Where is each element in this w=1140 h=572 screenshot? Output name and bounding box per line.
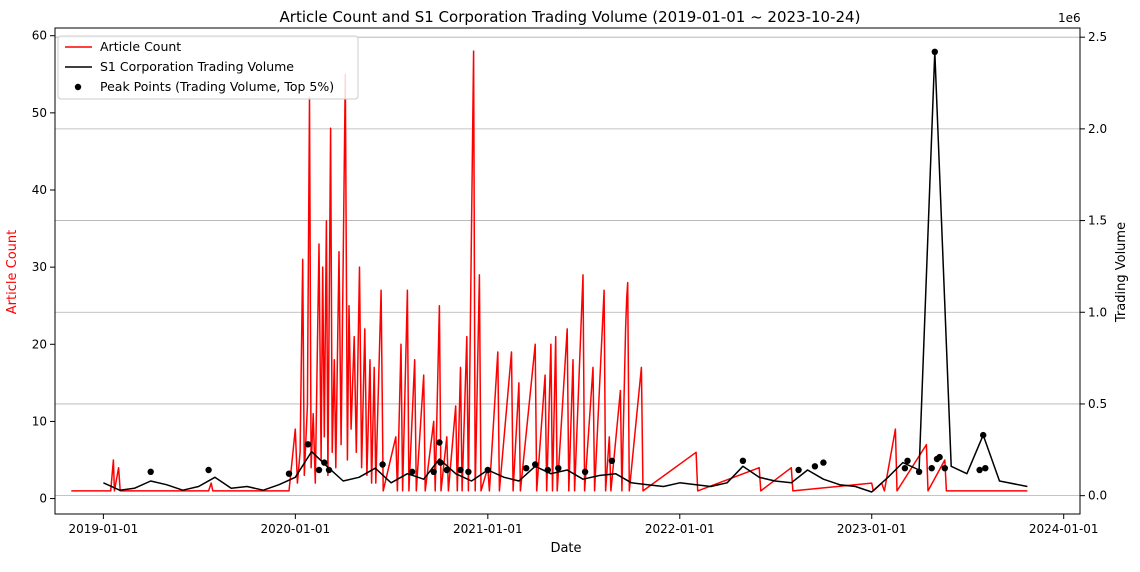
x-tick-label-1: 2020-01-01	[260, 522, 330, 536]
legend-label-volume: S1 Corporation Trading Volume	[100, 59, 294, 74]
peak-point-6	[325, 466, 333, 474]
peak-point-29	[928, 465, 935, 472]
left-tick-label-6: 60	[32, 29, 47, 43]
peak-point-27	[904, 457, 911, 464]
plot-frame	[54, 27, 1081, 515]
x-axis-label: Date	[550, 541, 581, 556]
peak-point-15	[484, 466, 491, 474]
left-tick-label-0: 0	[39, 492, 47, 506]
peak-point-4	[315, 466, 323, 474]
x-tick-label-4: 2023-01-01	[837, 522, 907, 536]
legend-swatch-peaks	[74, 83, 82, 91]
peak-point-22	[739, 457, 747, 464]
peak-point-18	[544, 466, 551, 474]
peak-point-8	[408, 468, 416, 475]
x-tick-label-3: 2022-01-01	[645, 522, 715, 536]
peak-point-25	[820, 459, 827, 466]
axes-layer: 2019-01-01 2020-01-01 2021-01-01 2022-01-01…	[32, 27, 1107, 536]
x-tick-label-5: 2024-01-01	[1029, 522, 1099, 536]
right-axis-label: Trading Volume	[1114, 222, 1129, 323]
peak-point-12	[443, 466, 450, 474]
peak-point-3	[304, 441, 312, 448]
peak-point-35	[980, 431, 987, 439]
legend-frame	[57, 35, 359, 100]
left-tick-label-4: 40	[32, 183, 47, 197]
peak-point-10	[436, 439, 443, 446]
trading-volume-line	[103, 51, 1028, 493]
legend-label-article: Article Count	[100, 39, 181, 54]
peak-point-32	[936, 453, 943, 461]
peak-point-14	[465, 468, 472, 475]
peak-point-0	[147, 468, 154, 475]
left-tick-label-3: 30	[32, 260, 47, 274]
right-axis-multiplier: 1e6	[1058, 11, 1081, 25]
peak-point-19	[555, 465, 562, 472]
article-count-line	[71, 50, 1028, 492]
peak-point-24	[811, 463, 819, 470]
peak-point-2	[285, 470, 293, 477]
left-tick-label-5: 50	[32, 106, 47, 120]
left-axis-label: Article Count	[5, 230, 20, 314]
peak-point-21	[608, 457, 616, 464]
x-tick-label-0: 2019-01-01	[69, 522, 139, 536]
peak-point-13	[457, 466, 464, 474]
peak-point-17	[532, 461, 539, 468]
legend: Article Count S1 Corporation Trading Vol…	[57, 35, 359, 100]
chart-title: Article Count and S1 Corporation Trading…	[280, 8, 861, 26]
right-tick-label-3: 1.5	[1088, 214, 1107, 228]
peak-point-28	[915, 468, 923, 475]
peak-point-9	[430, 468, 437, 475]
peak-point-33	[941, 465, 948, 472]
peak-point-5	[321, 459, 328, 466]
peak-point-34	[976, 466, 983, 474]
right-tick-label-4: 2.0	[1088, 122, 1107, 136]
right-tick-label-2: 1.0	[1088, 305, 1107, 319]
left-tick-label-1: 10	[32, 414, 47, 428]
peak-point-1	[205, 466, 212, 474]
right-tick-label-5: 2.5	[1088, 30, 1107, 44]
peak-point-23	[795, 466, 802, 474]
peak-point-7	[379, 461, 386, 468]
series-layer	[71, 48, 1028, 493]
legend-label-peaks: Peak Points (Trading Volume, Top 5%)	[100, 79, 334, 94]
peak-point-20	[581, 468, 589, 475]
peak-point-26	[901, 465, 909, 472]
peak-point-30	[931, 48, 938, 55]
right-tick-label-0: 0.0	[1088, 489, 1107, 503]
peak-point-11	[437, 459, 444, 466]
x-tick-label-2: 2021-01-01	[453, 522, 523, 536]
peak-point-36	[982, 465, 989, 472]
left-tick-label-2: 20	[32, 337, 47, 351]
right-tick-label-1: 0.5	[1088, 397, 1107, 411]
peak-point-16	[523, 465, 530, 472]
